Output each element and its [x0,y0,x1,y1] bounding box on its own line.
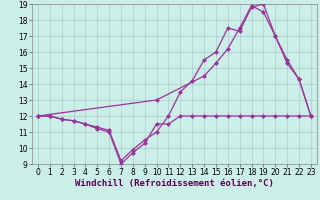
X-axis label: Windchill (Refroidissement éolien,°C): Windchill (Refroidissement éolien,°C) [75,179,274,188]
